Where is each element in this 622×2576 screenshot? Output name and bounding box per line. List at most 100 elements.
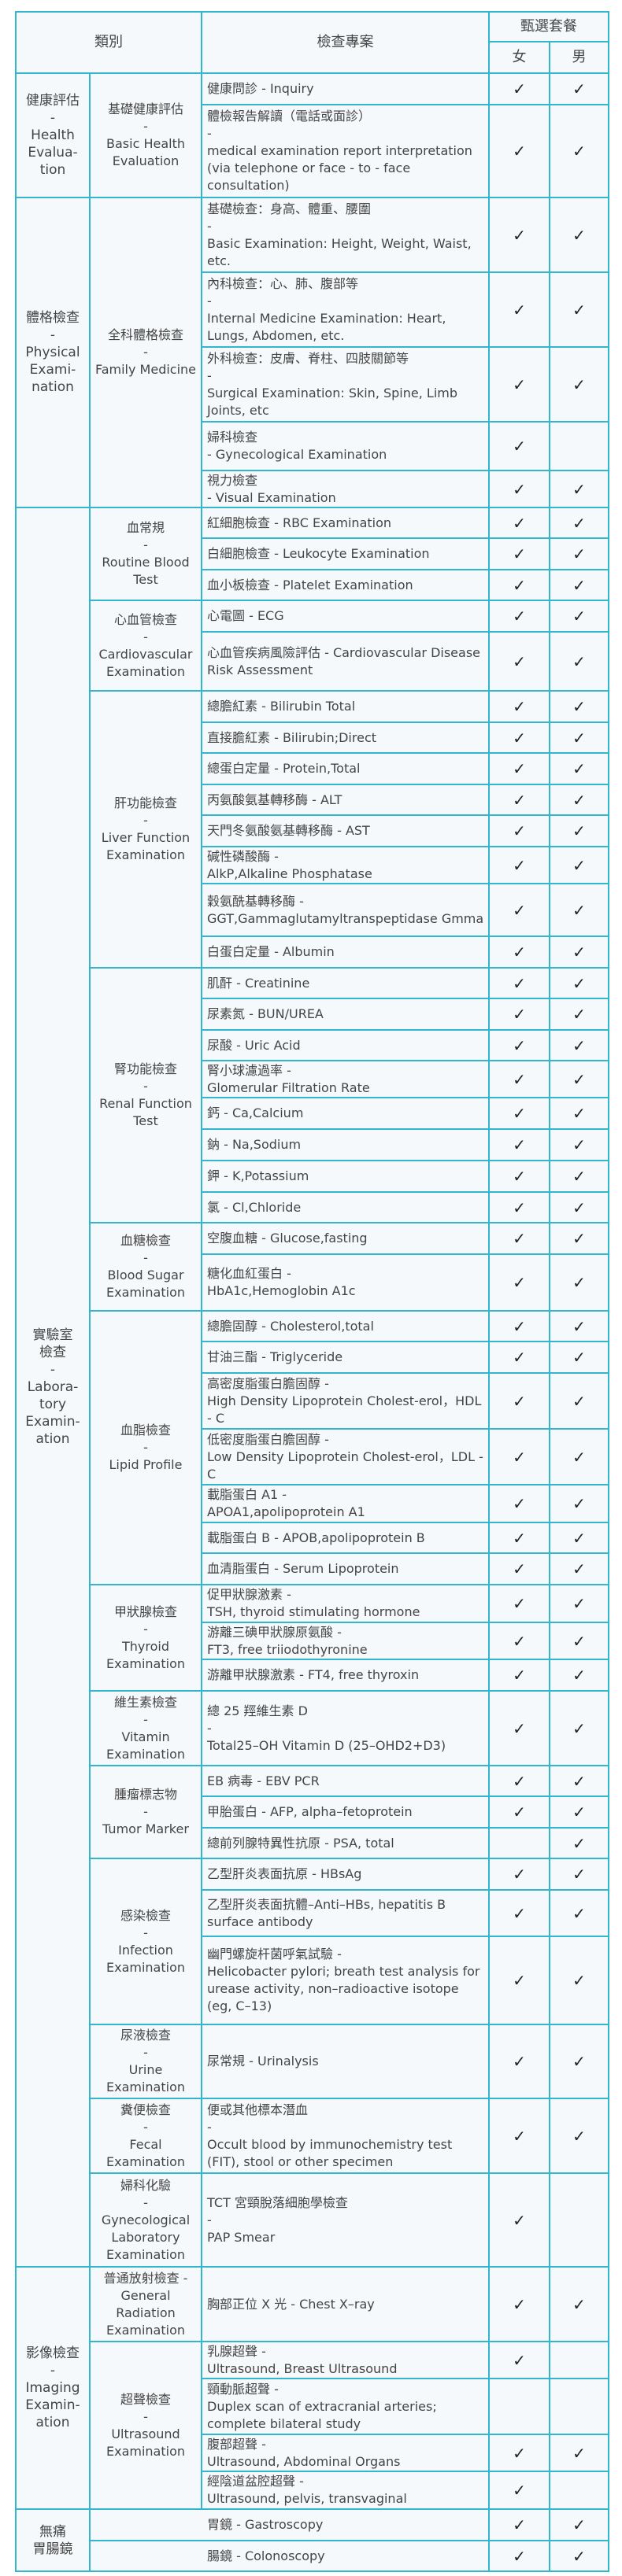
check-icon: ✓ (572, 1035, 586, 1055)
check-icon: ✓ (513, 1718, 526, 1738)
exam-item-cell: 總前列腺特異性抗原 - PSA, total (201, 1827, 490, 1859)
check-icon: ✓ (572, 1069, 586, 1089)
female-check-cell: ✓ (488, 1191, 550, 1223)
exam-item-cell: 視力檢查 - Visual Examination (201, 470, 490, 508)
table-row: 頸動脈超聲 - Duplex scan of extracranial arte… (16, 2378, 609, 2435)
male-check-cell: ✓ (549, 1060, 609, 1098)
female-check-cell: ✓ (488, 421, 550, 471)
check-icon: ✓ (572, 1273, 586, 1292)
check-icon: ✓ (513, 2546, 526, 2566)
male-check-cell (549, 2378, 609, 2435)
check-icon: ✓ (572, 1198, 586, 1217)
table-row: 高密度脂蛋白膽固醇 - High Density Lipoprotein Cho… (16, 1372, 609, 1430)
exam-item-cell: 胃鏡 - Gastroscopy (89, 2508, 490, 2541)
check-icon: ✓ (572, 479, 586, 499)
check-icon: ✓ (513, 1447, 526, 1467)
check-icon: ✓ (572, 973, 586, 993)
table-row: 經陰道盆腔超聲 - Ultrasound, pelvis, transvagin… (16, 2471, 609, 2510)
male-check-cell (549, 2172, 609, 2268)
check-icon: ✓ (572, 300, 586, 319)
female-check-cell: ✓ (488, 846, 550, 884)
male-check-cell: ✓ (549, 883, 609, 937)
male-check-cell: ✓ (549, 197, 609, 273)
check-icon: ✓ (513, 142, 526, 161)
table-row: 超聲檢查 - Ultrasound Examination 乳腺超聲 - Ultr… (16, 2341, 609, 2510)
exam-item-cell: 頸動脈超聲 - Duplex scan of extracranial arte… (201, 2378, 490, 2435)
male-check-cell: ✓ (549, 1253, 609, 1312)
table-row: 無痛 胃腸鏡 胃鏡 - Gastroscopy ✓ ✓ (15, 2508, 609, 2572)
exam-item-cell: 鉀 - K,Potassium (201, 1160, 490, 1193)
table-row: 腎功能檢查 - Renal Function Test 肌酐 - Creatini… (16, 967, 609, 1223)
table-row: 血脂檢查 - Lipid Profile 總膽固醇 - Cholesterol,t… (16, 1310, 609, 1585)
female-check-cell: ✓ (488, 784, 550, 816)
exam-item-cell: 白細胞檢查 - Leukocyte Examination (201, 537, 490, 570)
check-icon: ✓ (572, 943, 586, 961)
exam-item-cell: 總 25 羥維生素 D - Total25–OH Vitamin D (25–O… (201, 1690, 490, 1766)
table-row: 腸鏡 - Colonoscopy ✓ ✓ (16, 2540, 609, 2572)
exam-item-cell: 總膽固醇 - Cholesterol,total (201, 1310, 490, 1342)
female-check-cell: ✓ (488, 1858, 550, 1891)
table-row: 總蛋白定量 - Protein,Total ✓ ✓ (16, 752, 609, 785)
male-check-cell: ✓ (549, 72, 609, 105)
exam-item-cell: 總膽紅素 - Bilirubin Total (201, 690, 490, 723)
exam-item-cell: 促甲狀腺激素 - TSH, thyroid stimulating hormon… (201, 1584, 490, 1623)
female-check-cell: ✓ (488, 1936, 550, 2025)
male-check-cell: ✓ (549, 1160, 609, 1193)
female-check-cell: ✓ (488, 1160, 550, 1193)
exam-item-cell: 紅細胞檢查 - RBC Examination (201, 507, 490, 539)
exam-item-cell: 血小板檢查 - Platelet Examination (201, 569, 490, 601)
check-icon: ✓ (513, 2126, 526, 2146)
female-check-cell: ✓ (488, 104, 550, 198)
table-row: 游離甲狀腺激素 - FT4, free thyroxin ✓ ✓ (16, 1659, 609, 1692)
exam-item-cell: 腸鏡 - Colonoscopy (89, 2540, 490, 2572)
check-icon: ✓ (572, 1594, 586, 1613)
check-icon: ✓ (572, 1167, 586, 1186)
table-row: 肝功能檢查 - Liver Function Examination 總膽紅素 -… (16, 690, 609, 969)
female-check-cell: ✓ (488, 690, 550, 723)
female-check-cell: ✓ (488, 631, 550, 692)
female-check-cell: ✓ (488, 1484, 550, 1523)
table-row: 感染檢查 - Infection Examination 乙型肝炎表面抗原 - H… (16, 1858, 609, 2025)
subcategory-cell: 超聲檢查 - Ultrasound Examination (89, 2341, 202, 2510)
male-check-cell: ✓ (549, 1128, 609, 1161)
female-check-cell: ✓ (488, 1622, 550, 1660)
table-row: 體格檢查 - Physical Exami- nation 全科體格檢查 - Fa… (15, 197, 609, 508)
check-icon: ✓ (513, 855, 526, 875)
exam-item-cell: 直接膽紅素 - Bilirubin;Direct (201, 722, 490, 754)
check-icon: ✓ (513, 1594, 526, 1613)
check-icon: ✓ (513, 1666, 526, 1685)
exam-item-cell: 經陰道盆腔超聲 - Ultrasound, pelvis, transvagin… (201, 2471, 490, 2510)
check-icon: ✓ (572, 2052, 586, 2071)
check-icon: ✓ (572, 2126, 586, 2146)
check-icon: ✓ (513, 2052, 526, 2071)
exam-item-cell: 總蛋白定量 - Protein,Total (201, 752, 490, 785)
table-row: 氯 - Cl,Chloride ✓ ✓ (16, 1191, 609, 1223)
table-row: 甲胎蛋白 - AFP, alpha–fetoprotein ✓ ✓ (16, 1795, 609, 1829)
check-icon: ✓ (572, 1771, 586, 1791)
table-row: 鈉 - Na,Sodium ✓ ✓ (16, 1128, 609, 1161)
female-check-cell: ✓ (488, 271, 550, 348)
exam-item-cell: 甲胎蛋白 - AFP, alpha–fetoprotein (201, 1795, 490, 1829)
male-check-cell: ✓ (549, 600, 609, 633)
exam-item-cell: 胸部正位 X 光 - Chest X–ray (201, 2266, 490, 2342)
female-check-cell: ✓ (488, 1222, 550, 1255)
male-check-cell: ✓ (549, 1310, 609, 1342)
table-row: 影像檢查 - Imaging Examin- ation 普通放射檢查 - Gen… (15, 2266, 609, 2510)
check-icon: ✓ (513, 943, 526, 961)
female-check-cell: ✓ (488, 197, 550, 273)
female-check-cell: ✓ (488, 752, 550, 785)
exam-item-cell: 腎小球濾過率 - Glomerular Filtration Rate (201, 1060, 490, 1098)
table-row: 外科檢查：皮膚、脊柱、四肢關節等 - Surgical Examination:… (16, 346, 609, 423)
subcategory-cell: 普通放射檢查 - General Radiation Examination (89, 2266, 202, 2342)
header-male: 男 (549, 41, 609, 74)
check-icon: ✓ (513, 513, 526, 533)
subcategory-cell: 血常規 - Routine Blood Test (89, 507, 202, 601)
exam-item-cell: 氯 - Cl,Chloride (201, 1191, 490, 1223)
table-row: 載脂蛋白 B - APOB,apolipoprotein B ✓ ✓ (16, 1522, 609, 1554)
check-icon: ✓ (513, 1494, 526, 1513)
female-check-cell: ✓ (488, 998, 550, 1031)
check-icon: ✓ (513, 1631, 526, 1651)
category-cell: 影像檢查 - Imaging Examin- ation (15, 2266, 91, 2510)
male-check-cell: ✓ (549, 631, 609, 692)
exam-item-cell: 心電圖 - ECG (201, 600, 490, 633)
